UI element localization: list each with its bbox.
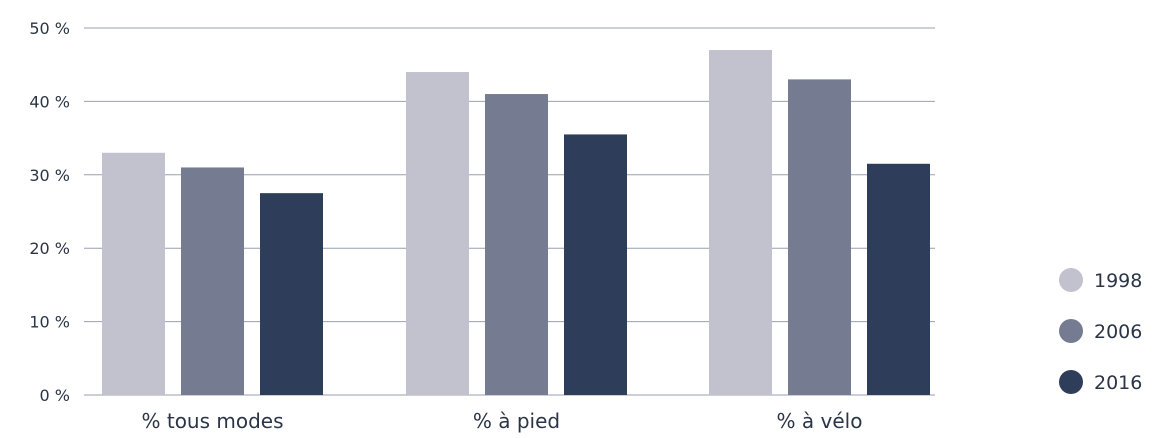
bar-1998-2 [406, 72, 469, 395]
bar-2016-2 [564, 134, 627, 395]
bar-1998-1 [102, 152, 165, 395]
legend-swatch-2016 [1059, 370, 1083, 394]
y-tick-label: 30 % [29, 166, 70, 185]
bar-2016-1 [260, 193, 323, 395]
y-tick-label: 50 % [29, 19, 70, 38]
legend: 1998 2006 2016 [1059, 268, 1142, 394]
y-axis: 0 % 10 % 20 % 30 % 40 % 50 % [29, 19, 70, 405]
y-tick-label: 20 % [29, 239, 70, 258]
bars [102, 50, 930, 396]
x-category-label: % tous modes [141, 409, 283, 433]
bar-2006-2 [485, 94, 548, 395]
bar-2006-1 [181, 167, 244, 395]
y-tick-label: 0 % [40, 386, 70, 405]
y-tick-label: 10 % [29, 313, 70, 332]
legend-label: 1998 [1094, 270, 1142, 292]
legend-swatch-1998 [1059, 268, 1083, 292]
x-category-label: % à pied [473, 409, 560, 433]
legend-swatch-2006 [1059, 319, 1083, 343]
x-axis: % tous modes % à pied % à vélo [141, 409, 862, 433]
legend-label: 2006 [1094, 321, 1142, 343]
bar-2016-3 [867, 163, 930, 395]
x-category-label: % à vélo [777, 409, 863, 433]
y-tick-label: 40 % [29, 92, 70, 111]
bar-2006-3 [788, 79, 851, 395]
bar-1998-3 [709, 50, 772, 396]
legend-label: 2016 [1094, 372, 1142, 394]
